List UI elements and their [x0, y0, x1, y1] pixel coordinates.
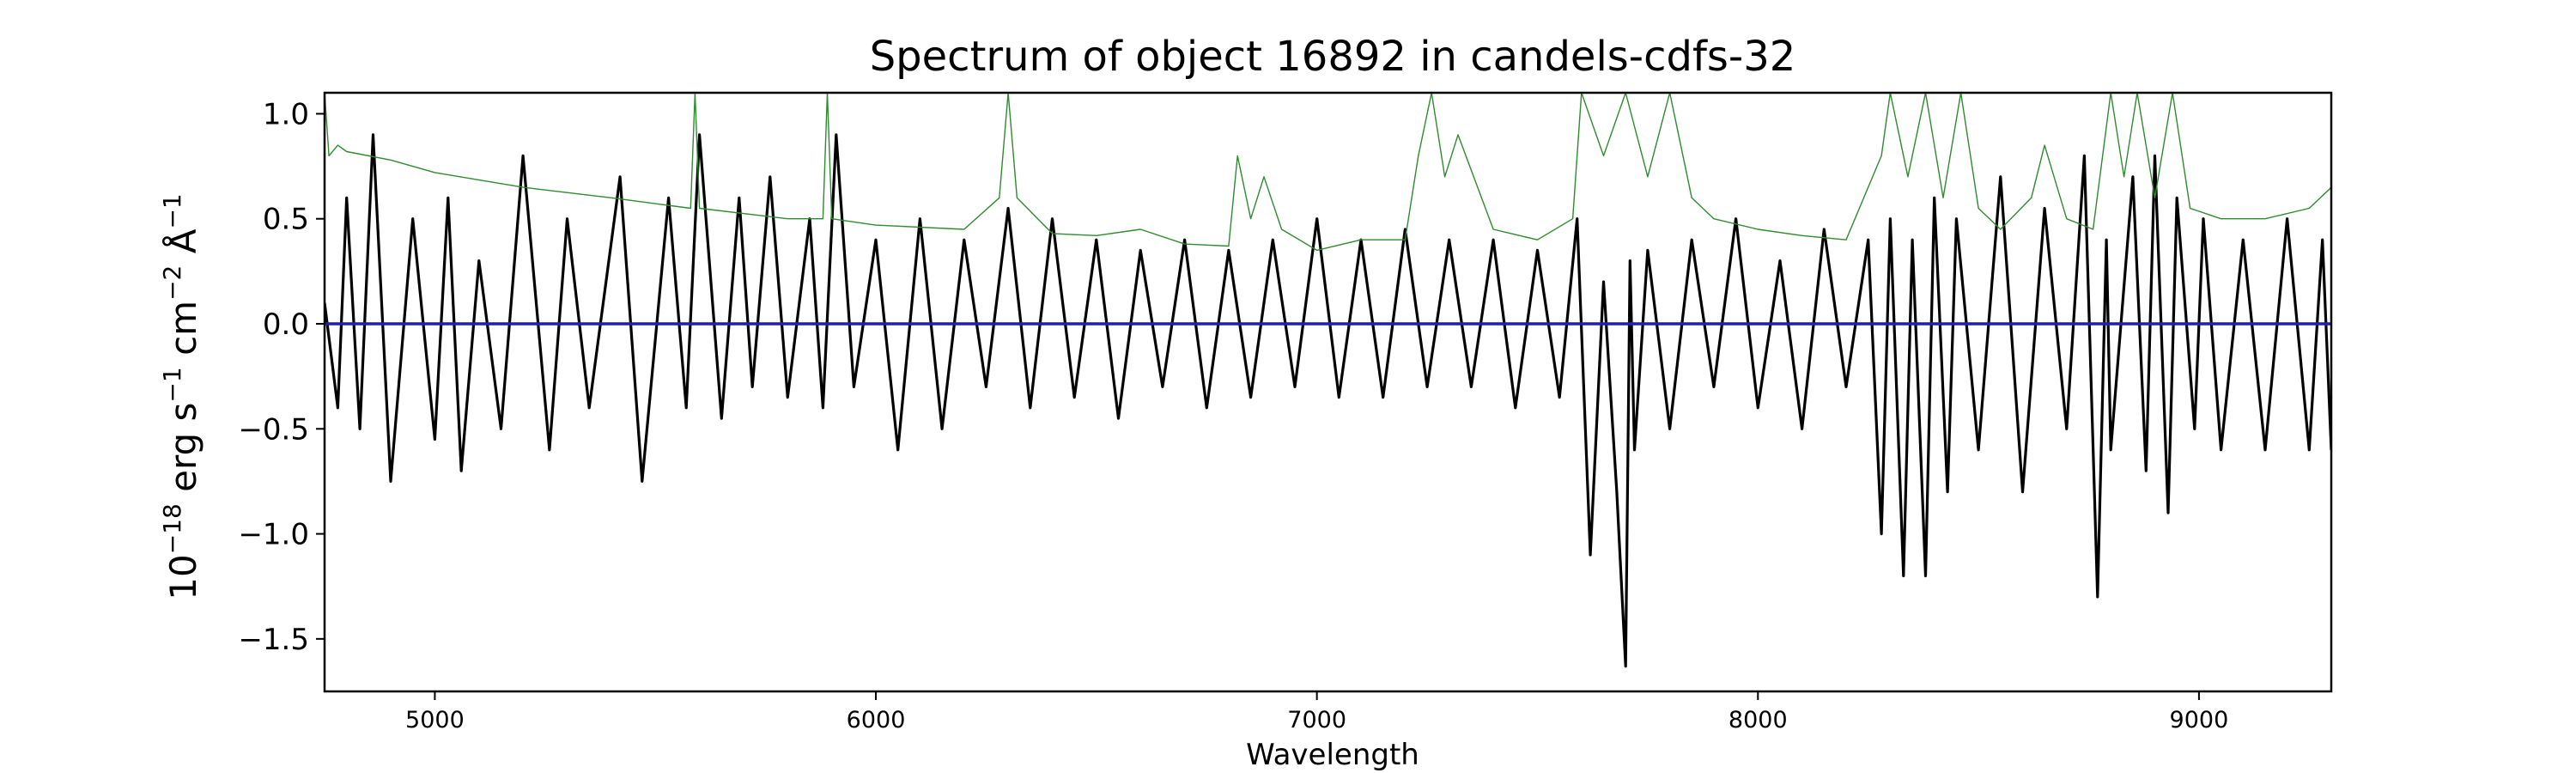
- ylabel-exp3: −2: [158, 265, 186, 301]
- y-tick-label: −1.0: [238, 518, 309, 552]
- x-tick-label: 7000: [1287, 707, 1346, 733]
- y-tick-label: 1.0: [263, 97, 309, 131]
- series-line-error: [325, 93, 2331, 252]
- series-layer: [325, 93, 2331, 668]
- ylabel-exp2: −1: [158, 367, 186, 402]
- ticks-layer: 5000 6000 7000 8000 9000 1.0 0.5 0.0 −0.5 −1.0 −1.…: [238, 97, 2228, 733]
- ylabel-base: 10: [162, 554, 204, 600]
- y-tick-label: −1.5: [238, 623, 309, 657]
- ylabel-unit1: erg s: [162, 403, 204, 504]
- x-tick-label: 6000: [847, 707, 906, 733]
- x-tick-label: 9000: [2170, 707, 2229, 733]
- x-tick-label: 5000: [405, 707, 465, 733]
- y-tick-label: 0.0: [263, 307, 309, 342]
- y-tick-label: −0.5: [238, 412, 309, 447]
- y-tick-label: 0.5: [263, 203, 309, 237]
- ylabel-exp4: −1: [158, 193, 186, 228]
- y-axis-label: 10−18 erg s−1 cm−2 Å−1: [158, 193, 204, 600]
- chart-title: Spectrum of object 16892 in candels-cdfs…: [870, 33, 1796, 81]
- x-tick-label: 8000: [1728, 707, 1788, 733]
- ylabel-exp1: −18: [158, 503, 186, 554]
- svg-text:10−18 erg s−1 cm−2 Å−1: 10−18 erg s−1 cm−2 Å−1: [158, 193, 204, 600]
- series-line-flux: [325, 133, 2331, 668]
- ylabel-unit3: Å: [161, 228, 204, 265]
- ylabel-unit2: cm: [162, 301, 204, 367]
- plot-frame: [323, 91, 2333, 693]
- x-axis-label: Wavelength: [1246, 738, 1419, 772]
